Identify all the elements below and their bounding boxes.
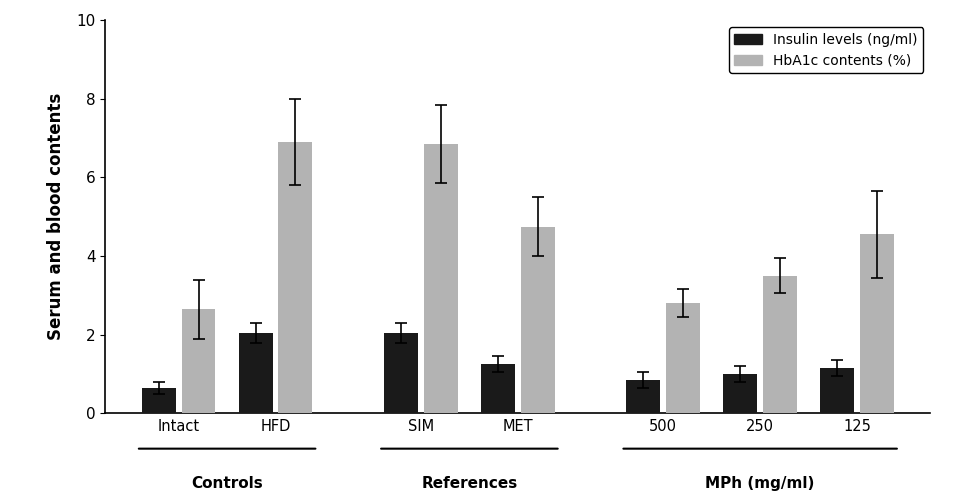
Bar (667, 303, 700, 413)
Bar (820, 368, 854, 413)
Bar (763, 276, 797, 413)
Text: MPh (mg/ml): MPh (mg/ml) (706, 476, 815, 491)
Bar (860, 234, 894, 413)
Text: Controls: Controls (191, 476, 263, 491)
Bar (424, 144, 457, 413)
Text: References: References (421, 476, 518, 491)
Bar (181, 309, 216, 413)
Bar (385, 333, 418, 413)
Bar (723, 374, 758, 413)
Y-axis label: Serum and blood contents: Serum and blood contents (47, 93, 65, 340)
Bar (278, 142, 313, 413)
Bar (521, 227, 554, 413)
Bar (626, 380, 661, 413)
Legend: Insulin levels (ng/ml), HbA1c contents (%): Insulin levels (ng/ml), HbA1c contents (… (729, 27, 924, 73)
Bar (481, 364, 515, 413)
Bar (239, 333, 272, 413)
Bar (142, 388, 175, 413)
